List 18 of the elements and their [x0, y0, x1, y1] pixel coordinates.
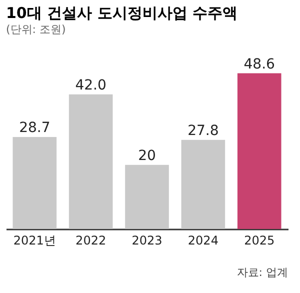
text: 자료: 업계	[236, 266, 288, 279]
data-label: 48.6	[244, 56, 276, 72]
bar	[181, 140, 226, 229]
x-tick-label: 2022	[76, 234, 106, 248]
chart-title: 10대 건설사 도시정비사업 수주액	[6, 4, 238, 22]
data-label: 28.7	[19, 120, 50, 136]
data-label: 27.8	[188, 122, 219, 139]
bar	[125, 164, 169, 229]
bar	[237, 73, 282, 229]
x-tick-label: 2023	[132, 234, 162, 248]
x-tick-label: 2024	[188, 234, 218, 248]
data-label: 20	[138, 148, 156, 164]
x-tick-label: 2021년	[13, 234, 56, 248]
chart-subtitle: (단위: 조원)	[6, 23, 66, 36]
x-tick-label: 2025	[244, 234, 275, 248]
data-label: 42.0	[75, 77, 106, 94]
bar	[68, 94, 113, 229]
bar	[12, 137, 57, 229]
